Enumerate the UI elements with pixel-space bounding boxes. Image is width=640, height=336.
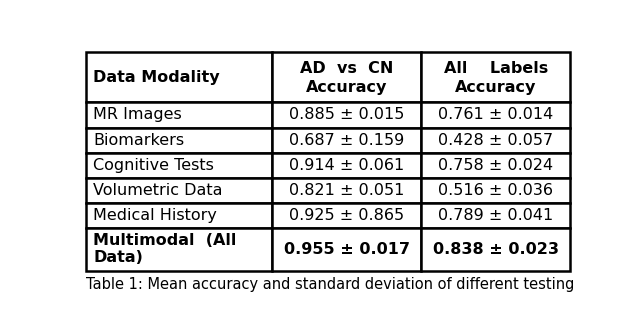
Text: 0.821 ± 0.051: 0.821 ± 0.051 [289, 183, 404, 198]
Bar [421, 178, 570, 203]
Bar [273, 178, 421, 203]
Text: Table 1: Mean accuracy and standard deviation of different testing: Table 1: Mean accuracy and standard devi… [86, 277, 574, 292]
Text: Biomarkers: Biomarkers [93, 133, 184, 148]
Bar [273, 52, 421, 102]
Text: Accuracy: Accuracy [306, 80, 388, 95]
Bar [273, 127, 421, 153]
Text: 0.914 ± 0.061: 0.914 ± 0.061 [289, 158, 404, 173]
Text: Data): Data) [93, 250, 143, 265]
Text: AD  vs  CN: AD vs CN [300, 60, 394, 76]
Text: Data Modality: Data Modality [93, 70, 220, 85]
Bar [273, 203, 421, 228]
Text: 0.687 ± 0.159: 0.687 ± 0.159 [289, 133, 404, 148]
Text: 0.885 ± 0.015: 0.885 ± 0.015 [289, 108, 404, 122]
Bar [421, 203, 570, 228]
Text: 0.925 ± 0.865: 0.925 ± 0.865 [289, 208, 404, 223]
Text: Medical History: Medical History [93, 208, 218, 223]
Bar [86, 178, 273, 203]
Text: Multimodal  (All: Multimodal (All [93, 233, 237, 248]
Text: Volumetric Data: Volumetric Data [93, 183, 223, 198]
Text: Cognitive Tests: Cognitive Tests [93, 158, 214, 173]
Text: 0.789 ± 0.041: 0.789 ± 0.041 [438, 208, 554, 223]
Text: MR Images: MR Images [93, 108, 182, 122]
Bar [421, 52, 570, 102]
Text: 0.428 ± 0.057: 0.428 ± 0.057 [438, 133, 554, 148]
Bar [273, 102, 421, 127]
Bar [273, 228, 421, 270]
Bar [86, 127, 273, 153]
Bar [421, 228, 570, 270]
Text: 0.838 ± 0.023: 0.838 ± 0.023 [433, 242, 559, 257]
Bar [86, 52, 273, 102]
Bar [86, 228, 273, 270]
Bar [421, 102, 570, 127]
Text: 0.955 ± 0.017: 0.955 ± 0.017 [284, 242, 410, 257]
Bar [86, 153, 273, 178]
Text: Accuracy: Accuracy [455, 80, 536, 95]
Text: All    Labels: All Labels [444, 60, 548, 76]
Text: 0.516 ± 0.036: 0.516 ± 0.036 [438, 183, 553, 198]
Bar [86, 102, 273, 127]
Bar [421, 127, 570, 153]
Bar [421, 153, 570, 178]
Text: 0.761 ± 0.014: 0.761 ± 0.014 [438, 108, 554, 122]
Bar [273, 153, 421, 178]
Text: 0.758 ± 0.024: 0.758 ± 0.024 [438, 158, 554, 173]
Bar [86, 203, 273, 228]
